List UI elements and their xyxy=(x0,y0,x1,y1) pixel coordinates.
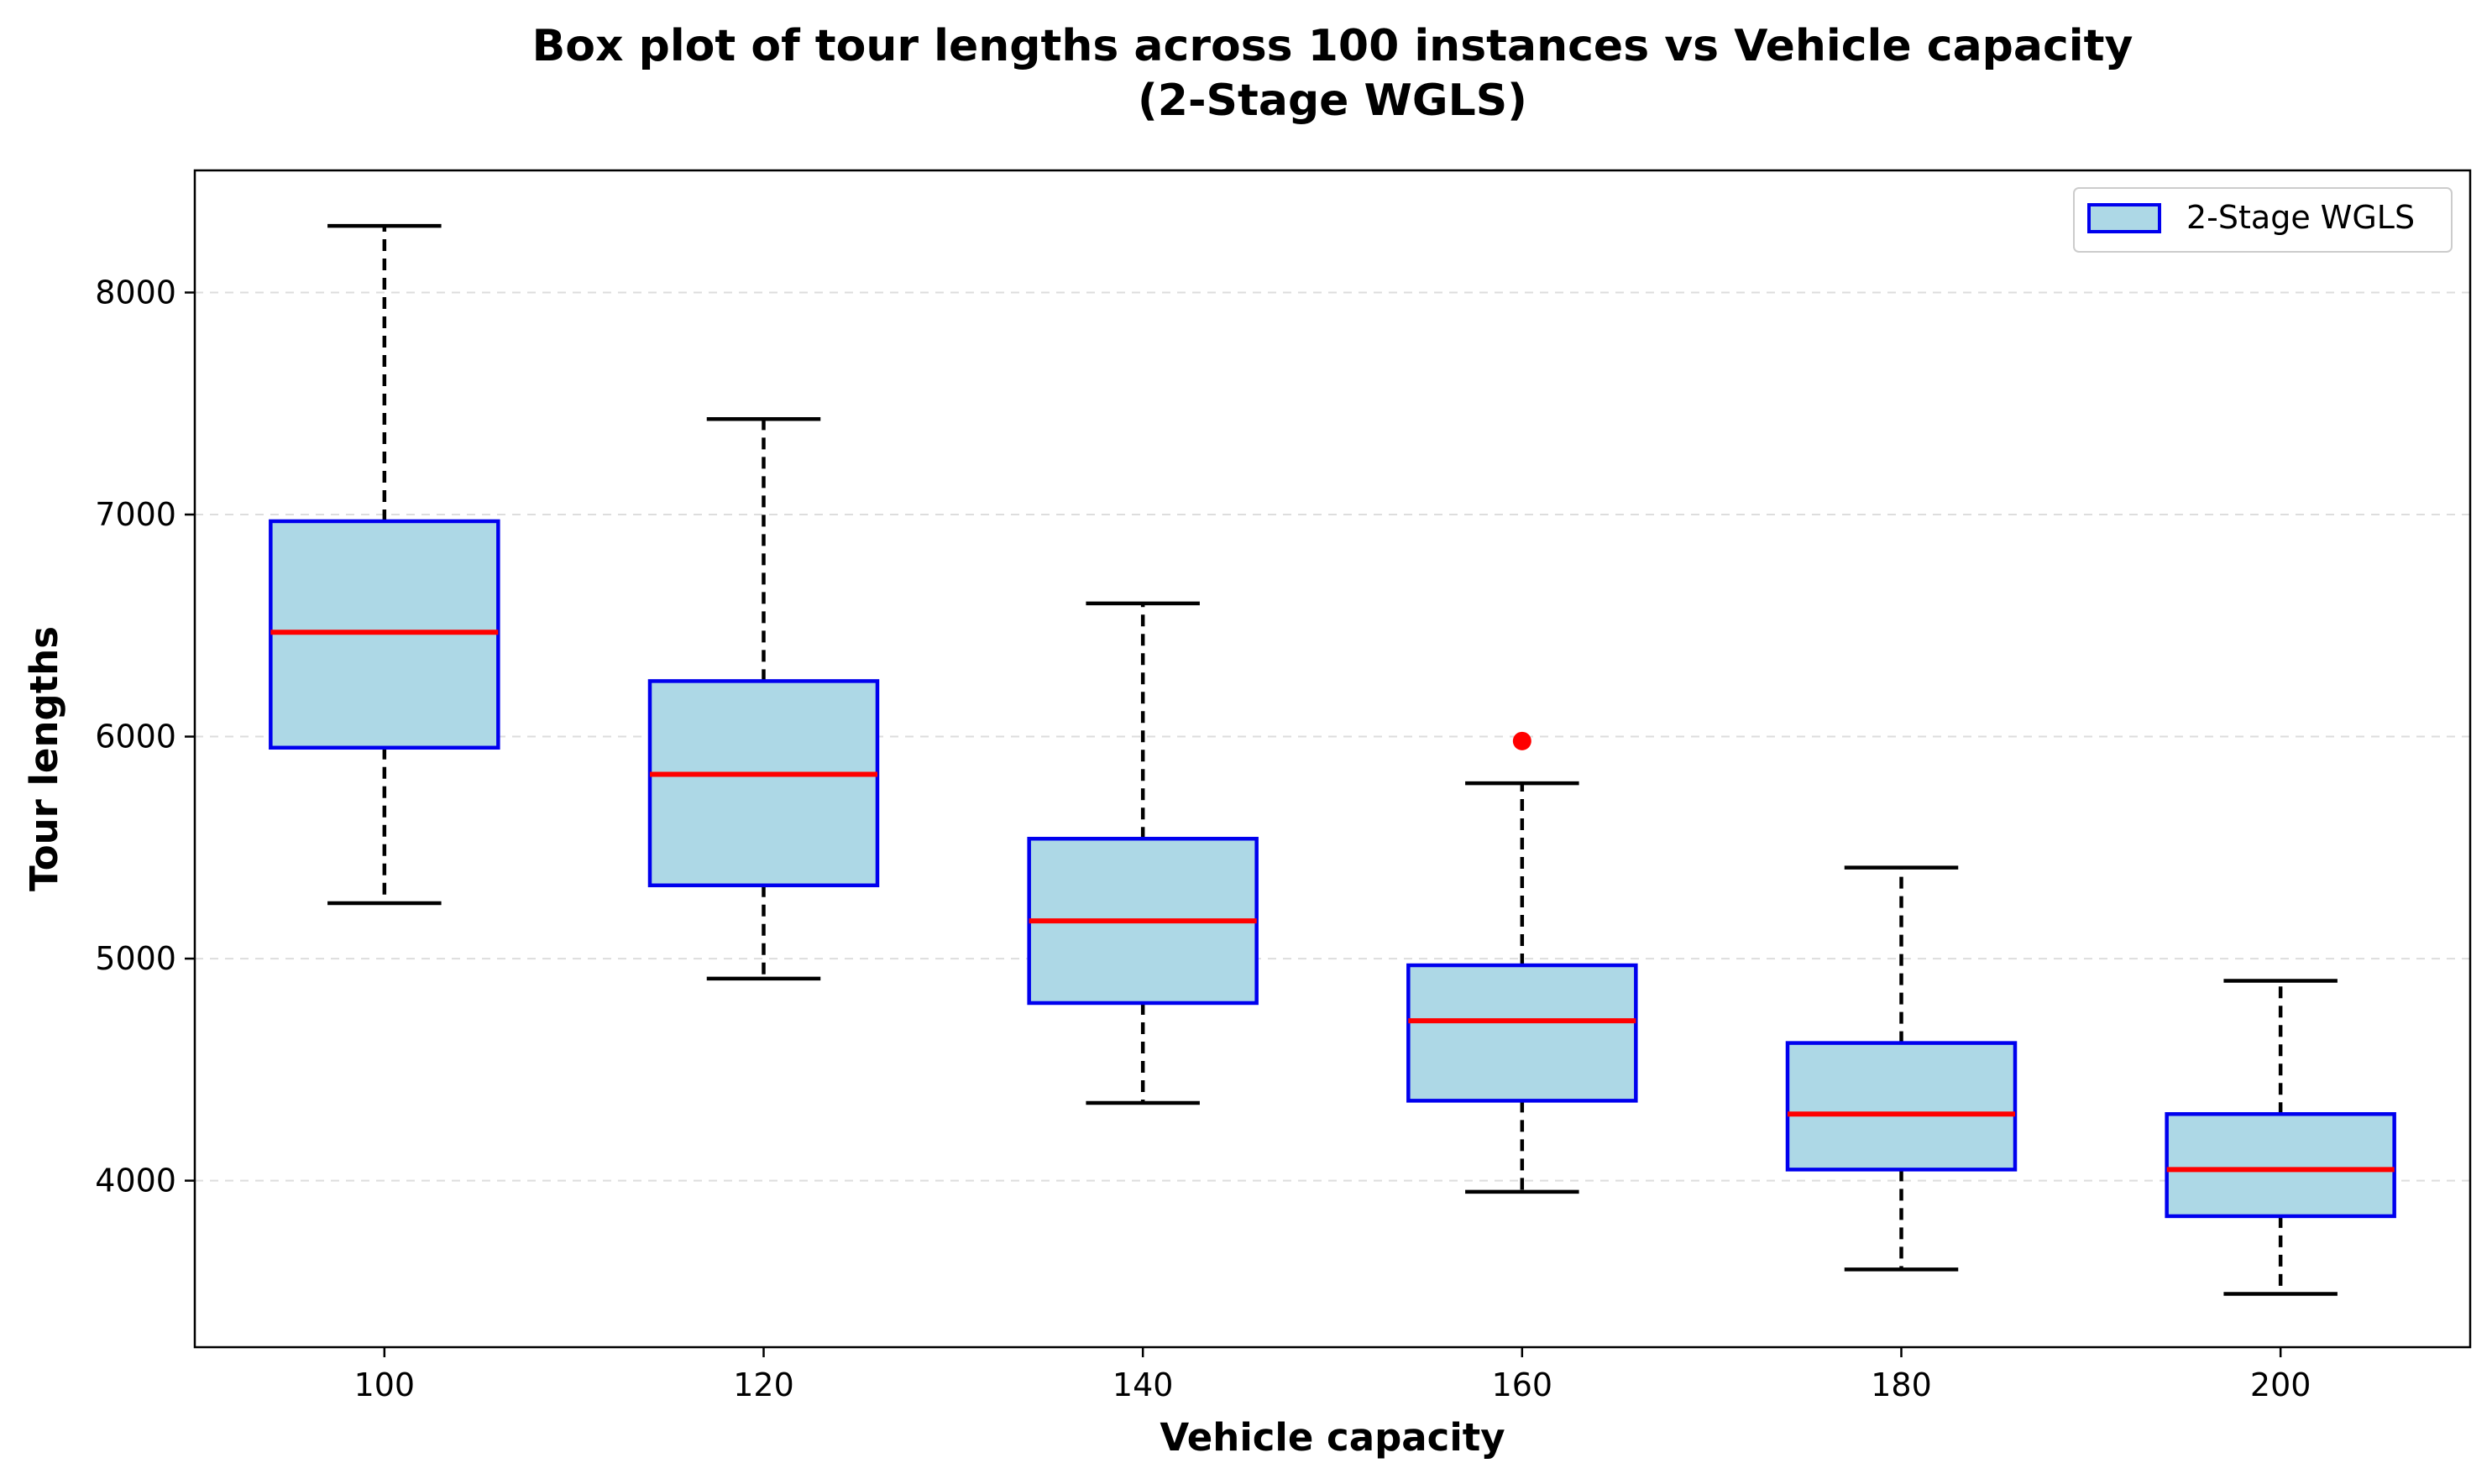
x-tick-label: 160 xyxy=(1492,1366,1553,1403)
y-tick-label: 4000 xyxy=(95,1163,176,1199)
box-group xyxy=(1785,865,2018,1272)
legend-swatch xyxy=(2087,203,2161,233)
chart-subtitle: (2-Stage WGLS) xyxy=(1138,76,1527,126)
box xyxy=(1785,1041,2018,1172)
x-tick-label: 100 xyxy=(354,1366,416,1403)
plot-frame xyxy=(193,169,2472,1349)
legend: 2-Stage WGLS xyxy=(2073,187,2453,253)
box-group xyxy=(269,223,500,906)
box-group xyxy=(2165,979,2396,1296)
y-axis-label: Tour lengths xyxy=(22,626,66,891)
y-tick-label: 7000 xyxy=(95,496,176,533)
box-group xyxy=(1406,731,1638,1194)
box-group xyxy=(1027,601,1259,1105)
box-group xyxy=(647,417,880,981)
axes: 4000 5000 6000 7000 8000 100 120 140 160 180 200 xyxy=(95,274,2311,1403)
grid xyxy=(195,291,2470,1182)
x-tick-label: 180 xyxy=(1871,1366,1932,1403)
box xyxy=(647,679,880,888)
chart-title: Box plot of tour lengths across 100 inst… xyxy=(532,21,2133,71)
outlier-point xyxy=(1512,731,1531,750)
box xyxy=(1406,963,1638,1103)
y-tick-label: 8000 xyxy=(95,274,176,311)
y-tick-label: 5000 xyxy=(95,940,176,977)
legend-label: 2-Stage WGLS xyxy=(2186,199,2415,236)
x-tick-label: 200 xyxy=(2250,1366,2311,1403)
y-tick-label: 6000 xyxy=(95,718,176,755)
box-plot-series xyxy=(269,223,2396,1296)
legend-frame xyxy=(2073,187,2453,253)
x-axis-label: Vehicle capacity xyxy=(1160,1415,1505,1460)
x-tick-label: 120 xyxy=(733,1366,794,1403)
x-tick-label: 140 xyxy=(1112,1366,1174,1403)
box xyxy=(2165,1111,2396,1219)
